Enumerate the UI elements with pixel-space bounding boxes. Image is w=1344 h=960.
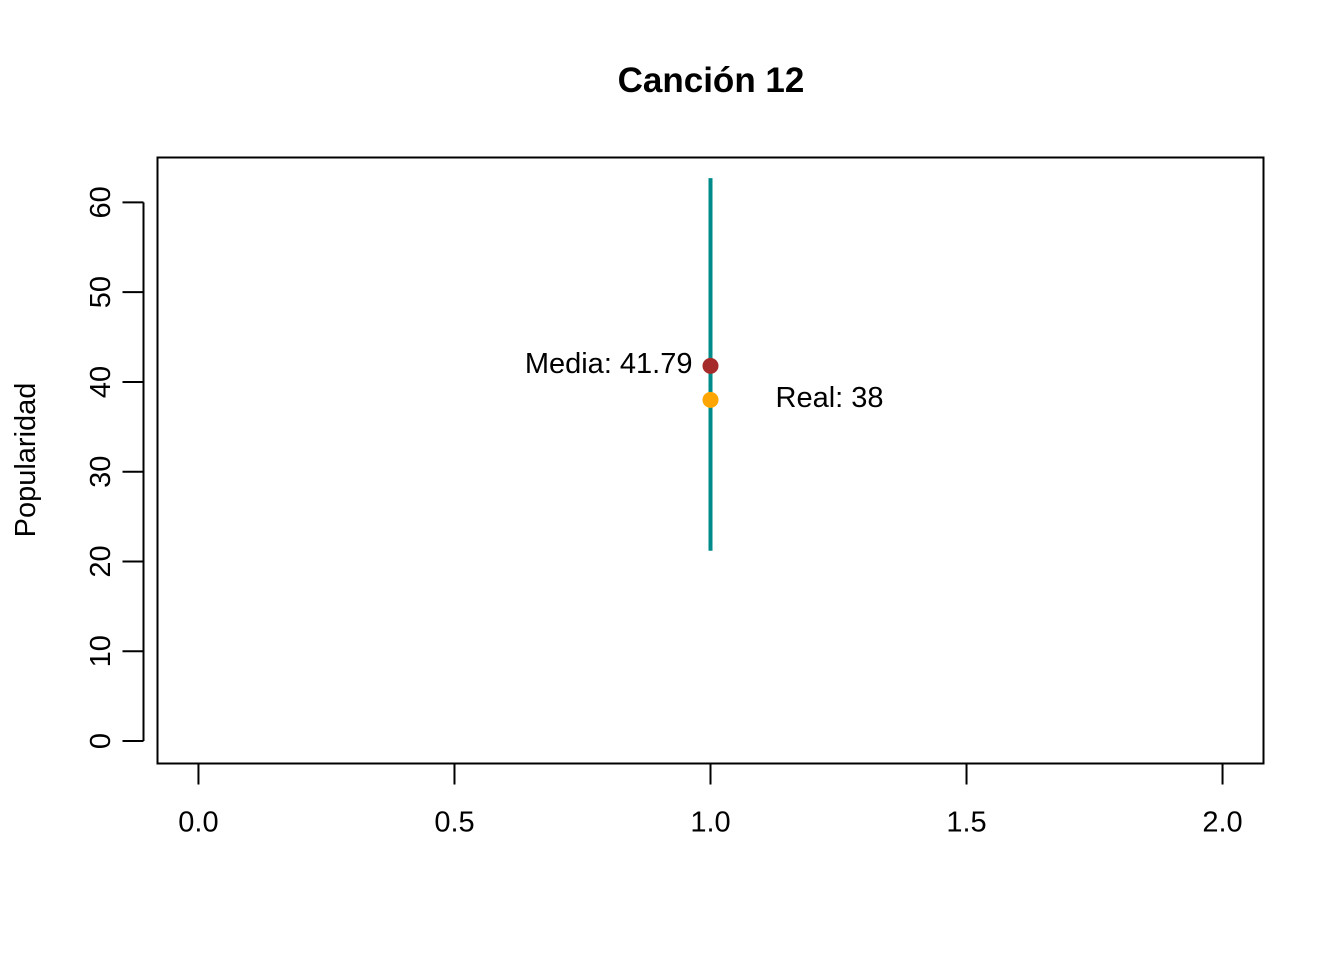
x-tick-label: 2.0 xyxy=(1202,807,1242,839)
chart-marks: Media: 41.79 Real: 38 xyxy=(525,178,884,551)
point-media xyxy=(702,357,719,374)
y-tick-label: 30 xyxy=(85,456,117,488)
y-tick-label: 0 xyxy=(85,733,117,749)
label-real: Real: 38 xyxy=(776,382,884,414)
y-tick-label: 10 xyxy=(85,635,117,667)
y-tick-label: 40 xyxy=(85,366,117,398)
y-tick-label: 50 xyxy=(85,276,117,308)
chart-title: Canción 12 xyxy=(618,61,805,100)
y-tick-label: 20 xyxy=(85,545,117,577)
label-media: Media: 41.79 xyxy=(525,348,693,380)
y-tick-label: 60 xyxy=(85,186,117,218)
point-real xyxy=(702,391,719,408)
x-tick-label: 1.5 xyxy=(946,807,986,839)
y-axis-label: Popularidad xyxy=(10,383,42,538)
x-tick-label: 0.0 xyxy=(178,807,218,839)
y-axis: 0 10 20 30 40 50 60 xyxy=(85,186,145,749)
x-tick-label: 1.0 xyxy=(690,807,730,839)
x-tick-label: 0.5 xyxy=(434,807,474,839)
x-axis: 0.0 0.5 1.0 1.5 2.0 xyxy=(178,762,1243,839)
